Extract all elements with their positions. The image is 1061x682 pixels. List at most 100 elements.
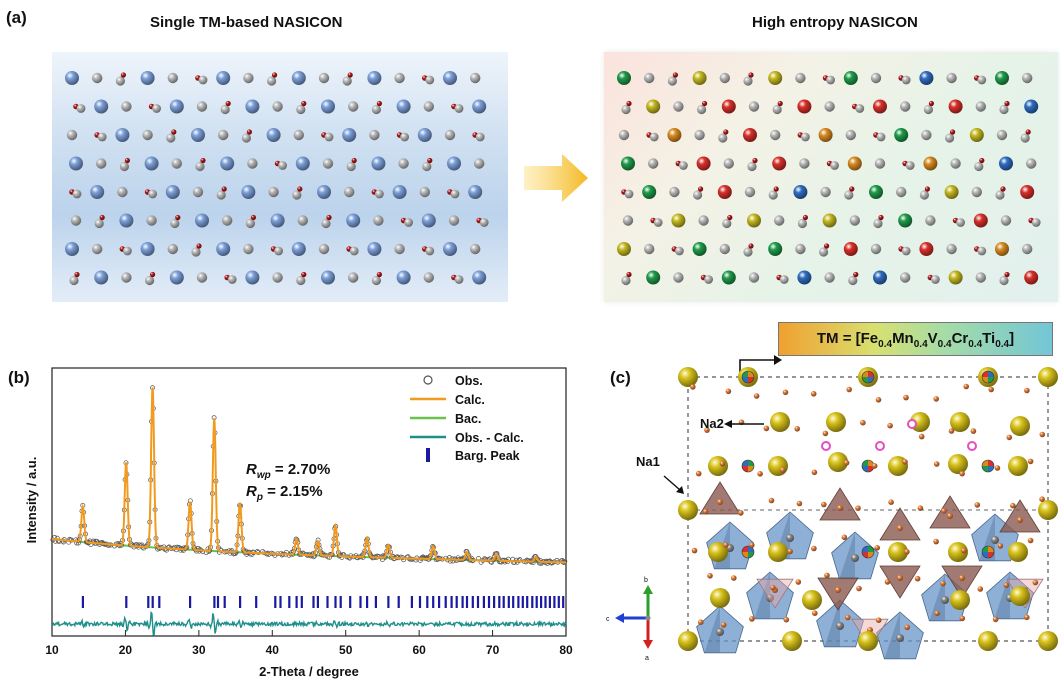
na-atom bbox=[1020, 133, 1030, 143]
tm-atom-mixed bbox=[692, 71, 707, 85]
na-atom bbox=[297, 215, 308, 226]
na-atom bbox=[704, 275, 713, 284]
na-atom bbox=[779, 275, 789, 284]
oxygen-atom bbox=[875, 617, 882, 623]
na-atom bbox=[845, 129, 856, 141]
tm-atom bbox=[291, 71, 306, 85]
mixed-tm-site bbox=[861, 370, 875, 384]
oxygen-atom bbox=[849, 186, 855, 192]
na-atom bbox=[394, 243, 405, 255]
na-atom bbox=[978, 631, 998, 651]
na-atom bbox=[470, 243, 481, 255]
bragg-tick bbox=[461, 596, 464, 608]
tm-atom-mixed bbox=[919, 242, 934, 256]
na-atom bbox=[1038, 631, 1058, 651]
tm-atom bbox=[321, 99, 335, 114]
na-atom bbox=[849, 215, 860, 226]
na-atom bbox=[723, 158, 734, 169]
na-atom bbox=[975, 272, 986, 283]
tm-atom bbox=[443, 242, 457, 256]
na-atom bbox=[1031, 218, 1041, 227]
na-atom bbox=[770, 412, 790, 432]
na-atom bbox=[94, 218, 104, 229]
na-atom bbox=[855, 104, 865, 113]
axis-a-label: a bbox=[645, 655, 649, 662]
tm-atom-mixed bbox=[995, 71, 1009, 85]
oxygen-atom bbox=[297, 186, 303, 192]
oxygen-atom bbox=[695, 470, 702, 477]
tm-atom-mixed bbox=[717, 185, 732, 199]
tm-pointer-head bbox=[774, 355, 782, 365]
tm-site bbox=[836, 622, 844, 630]
oxygen-atom bbox=[672, 72, 678, 78]
oxygen-atom bbox=[748, 72, 754, 78]
xrd-chart: 10 20 30 40 50 60 70 80 Intensity / a.u. 2-Thet… bbox=[24, 367, 573, 679]
tm-atom-mixed bbox=[843, 71, 858, 85]
mixed-tm-site bbox=[741, 370, 755, 384]
na-atom bbox=[945, 133, 955, 143]
bragg-tick bbox=[151, 596, 154, 608]
tm-atom-mixed bbox=[747, 213, 761, 228]
na-atom bbox=[115, 76, 125, 86]
na-atom bbox=[678, 500, 698, 520]
na-atom bbox=[192, 186, 204, 198]
na-atom bbox=[245, 218, 255, 229]
na-atom bbox=[694, 129, 705, 141]
oxygen-atom bbox=[690, 384, 696, 390]
tm-site bbox=[766, 594, 774, 602]
na-atom bbox=[743, 247, 753, 257]
oxygen-atom bbox=[904, 549, 910, 555]
na-atom bbox=[621, 104, 631, 115]
tm-site bbox=[991, 536, 999, 544]
x-tick-label: 30 bbox=[192, 643, 206, 657]
oxygen-atom bbox=[1006, 434, 1013, 441]
legend-bragg: Barg. Peak bbox=[455, 449, 520, 463]
na-atom bbox=[956, 218, 965, 227]
na-atom bbox=[950, 412, 970, 432]
oxygen-atom bbox=[763, 425, 770, 432]
na-atom bbox=[673, 272, 684, 283]
right-lattice-title: High entropy NASICON bbox=[752, 14, 918, 31]
obs-point bbox=[549, 560, 555, 566]
oxygen-atom bbox=[950, 129, 956, 135]
na-atom bbox=[826, 412, 846, 432]
tm-atom-mixed bbox=[721, 99, 736, 114]
na-atom bbox=[618, 129, 630, 141]
tm-atom bbox=[65, 242, 79, 256]
na-atom bbox=[348, 101, 359, 112]
tm-atom bbox=[417, 128, 432, 142]
na-atom bbox=[708, 542, 728, 562]
panel-c-label: (c) bbox=[610, 368, 631, 387]
na-atom bbox=[167, 72, 178, 84]
na-atom bbox=[999, 275, 1009, 286]
na-atom bbox=[166, 133, 176, 143]
na-atom bbox=[1000, 215, 1012, 226]
bragg-tick bbox=[444, 596, 447, 608]
na-atom bbox=[220, 104, 230, 115]
tm-atom-mixed bbox=[923, 156, 938, 171]
bragg-tick bbox=[502, 596, 505, 608]
na-atom bbox=[117, 186, 128, 198]
oxygen-atom bbox=[376, 100, 382, 107]
oxygen-atom bbox=[723, 542, 729, 548]
na-atom bbox=[801, 132, 810, 142]
tm-atom-mixed bbox=[721, 270, 736, 285]
bragg-tick bbox=[507, 596, 510, 608]
oxygen-atom bbox=[846, 386, 852, 393]
x-tick-label: 50 bbox=[339, 643, 353, 657]
na-atom bbox=[819, 247, 829, 257]
bragg-tick bbox=[312, 596, 315, 608]
po4-tetrahedron bbox=[999, 499, 1041, 533]
oxygen-atom bbox=[933, 396, 939, 402]
na-atom bbox=[344, 186, 355, 198]
oxygen-atom bbox=[795, 579, 802, 585]
oxygen-atom bbox=[992, 616, 999, 623]
bragg-tick bbox=[410, 596, 413, 608]
tm-atom bbox=[241, 185, 256, 199]
tm-atom bbox=[342, 128, 357, 142]
na-atom bbox=[448, 215, 460, 226]
oxygen-atom bbox=[731, 575, 737, 581]
na-atom bbox=[454, 104, 464, 113]
bragg-tick bbox=[426, 596, 429, 608]
tm-atom-mixed bbox=[768, 71, 783, 85]
